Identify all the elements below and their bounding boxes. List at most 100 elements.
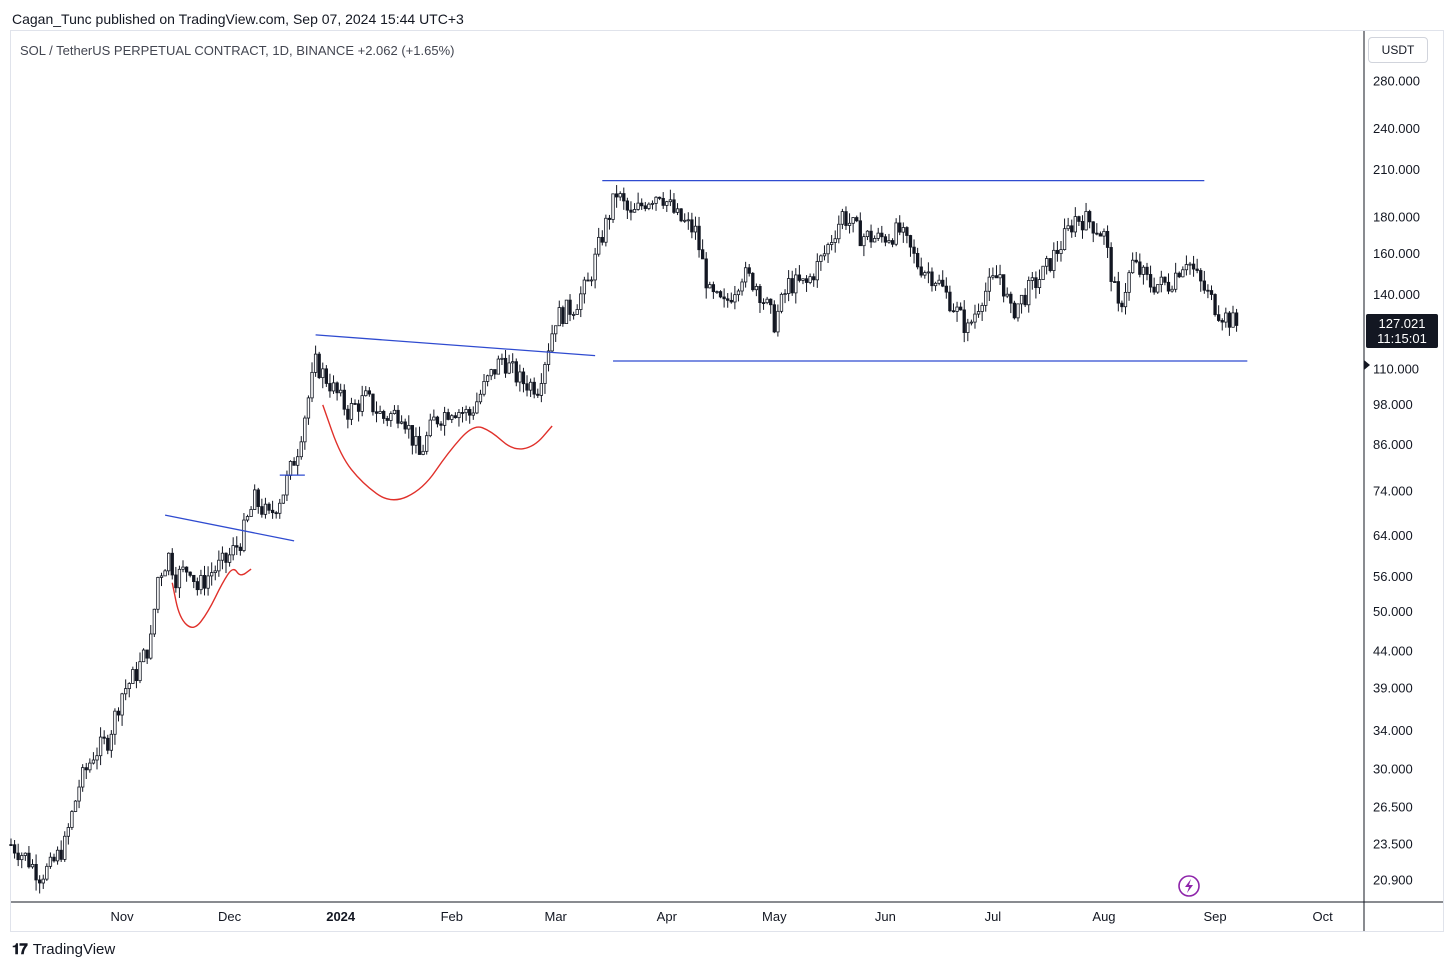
candle-body [192, 574, 196, 582]
price-tick-label: 39.000 [1373, 681, 1413, 696]
candle-body [356, 403, 361, 412]
candle-body [919, 266, 923, 276]
candle-body [726, 298, 730, 301]
candle-body [629, 209, 633, 213]
candle-body [643, 205, 647, 209]
candle-body [335, 382, 339, 394]
price-tick-label: 210.000 [1373, 162, 1420, 177]
candle-body [20, 855, 24, 861]
candle-body [1138, 261, 1142, 275]
price-tick-label: 240.000 [1373, 121, 1420, 136]
candle-body [973, 313, 977, 323]
price-marker-arrow [1364, 359, 1370, 370]
candle-body [640, 202, 644, 207]
published-caption: Cagan_Tunc published on TradingView.com,… [12, 11, 464, 27]
candle-body [557, 307, 561, 327]
candle-body [188, 571, 192, 576]
currency-button[interactable]: USDT [1368, 37, 1428, 63]
candlestick-series [9, 185, 1239, 894]
candle-body [962, 309, 966, 333]
candle-body [292, 460, 296, 466]
candle-body [141, 649, 146, 663]
candle-body [1001, 274, 1006, 297]
candle-body [145, 649, 149, 659]
candle-body [9, 844, 13, 846]
candle-body [435, 416, 440, 425]
time-tick-label: Feb [441, 909, 463, 924]
candle-body [872, 238, 877, 243]
candle-body [478, 393, 483, 403]
lightning-icon[interactable] [1178, 875, 1200, 897]
price-tick-label: 86.000 [1373, 437, 1413, 452]
candle-body [106, 737, 110, 751]
candle-body [672, 199, 676, 213]
candle-body [887, 240, 891, 243]
candle-body [1102, 230, 1106, 237]
candle-body [432, 416, 436, 421]
candle-body [564, 299, 569, 324]
candle-body [1141, 266, 1146, 275]
candle-body [163, 570, 167, 577]
candle-body [693, 225, 698, 233]
candle-body [801, 278, 805, 281]
time-tick-label: Mar [545, 909, 568, 924]
price-tick-label: 280.000 [1373, 74, 1420, 89]
candle-body [274, 512, 278, 515]
candle-body [489, 369, 493, 377]
candle-body [321, 368, 325, 379]
candle-body [493, 369, 497, 375]
candle-body [1048, 258, 1052, 271]
candle-body [593, 253, 597, 281]
drawings [164, 179, 1248, 628]
candle-body [1034, 277, 1038, 289]
candle-body [349, 403, 354, 420]
candle-body [883, 236, 888, 243]
candle-body [772, 304, 776, 333]
candle-body [131, 669, 135, 684]
candle-body [360, 395, 364, 412]
candle-body [683, 219, 687, 222]
candle-body [1127, 272, 1131, 293]
candle-body [579, 293, 583, 310]
candle-body [790, 278, 794, 294]
candle-body [769, 298, 773, 306]
candle-body [500, 357, 504, 360]
candle-body [195, 581, 199, 591]
price-tick-label: 23.500 [1373, 837, 1413, 852]
candle-body [102, 736, 106, 739]
candle-body [582, 279, 587, 295]
candle-body [668, 199, 673, 203]
candle-body [679, 208, 683, 222]
candle-body [708, 284, 712, 289]
candle-body [471, 412, 475, 416]
candle-body [944, 285, 948, 293]
candle-body [1156, 284, 1160, 293]
candle-body [1027, 280, 1031, 306]
candle-body [288, 460, 293, 476]
candle-body [536, 393, 540, 396]
candle-body [231, 545, 235, 556]
candle-body [217, 559, 221, 572]
candle-body [690, 219, 694, 233]
price-tick-label: 98.000 [1373, 397, 1413, 412]
candle-body [496, 358, 501, 375]
candle-body [1087, 211, 1092, 223]
price-tick-label: 74.000 [1373, 483, 1413, 498]
candle-body [622, 193, 626, 202]
candle-body [647, 203, 651, 209]
candle-body [521, 371, 526, 385]
candle-body [554, 325, 558, 335]
price-tick-label: 160.000 [1373, 246, 1420, 261]
candle-body [1098, 233, 1103, 237]
candle-body [880, 232, 884, 238]
candle-body [826, 244, 830, 255]
bar-countdown: 11:15:01 [1377, 331, 1427, 346]
candle-body [156, 577, 160, 610]
candle-body [303, 417, 307, 443]
candle-body [1109, 247, 1113, 282]
candle-body [177, 568, 182, 589]
candle-body [378, 411, 382, 414]
candle-body [840, 211, 845, 225]
candle-body [657, 196, 662, 199]
